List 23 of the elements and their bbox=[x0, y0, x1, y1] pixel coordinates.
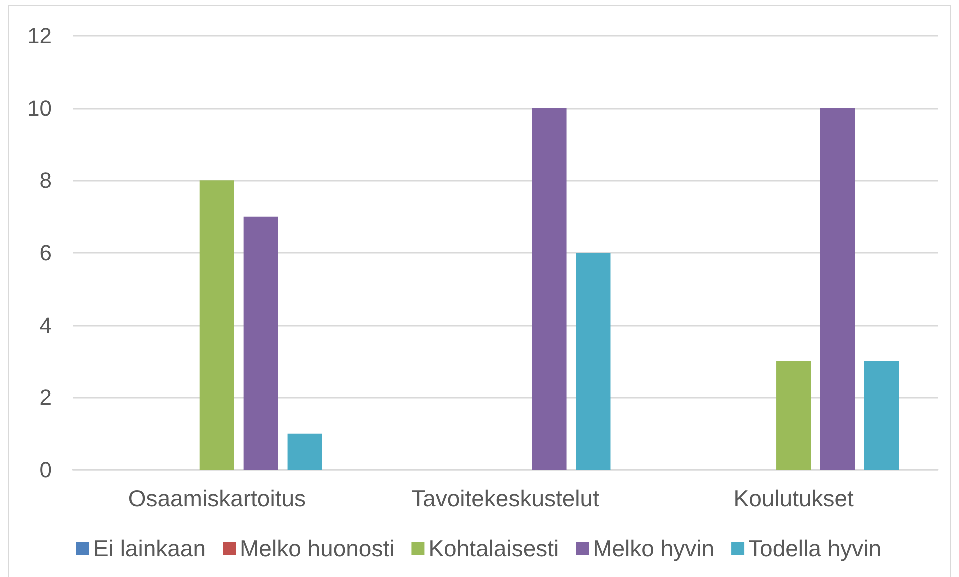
y-tick-label: 8 bbox=[40, 168, 52, 194]
bar bbox=[288, 434, 322, 470]
bar bbox=[776, 362, 812, 470]
y-tick-label: 10 bbox=[28, 96, 52, 121]
y-tick-label: 0 bbox=[40, 458, 52, 482]
y-tick-label: 6 bbox=[40, 240, 52, 266]
legend-label: Ei lainkaan bbox=[93, 536, 206, 562]
y-tick-label: 2 bbox=[40, 385, 52, 410]
legend-label: Melko huonosti bbox=[240, 536, 395, 562]
y-tick-label: 4 bbox=[40, 312, 52, 338]
bar bbox=[820, 108, 856, 470]
x-tick-label: Koulutukset bbox=[734, 486, 855, 512]
x-tick-label: Osaamiskartoitus bbox=[128, 486, 306, 512]
bar bbox=[244, 216, 278, 470]
bar bbox=[864, 362, 900, 470]
legend-label: Todella hyvin bbox=[748, 536, 882, 562]
legend-label: Kohtalaisesti bbox=[428, 536, 560, 562]
x-tick-label: Tavoitekeskustelut bbox=[412, 486, 600, 512]
bar bbox=[576, 253, 611, 470]
bar bbox=[200, 180, 234, 470]
y-tick-label: 12 bbox=[28, 24, 52, 48]
legend-label: Melko hyvin bbox=[593, 536, 715, 562]
bar bbox=[532, 108, 567, 470]
